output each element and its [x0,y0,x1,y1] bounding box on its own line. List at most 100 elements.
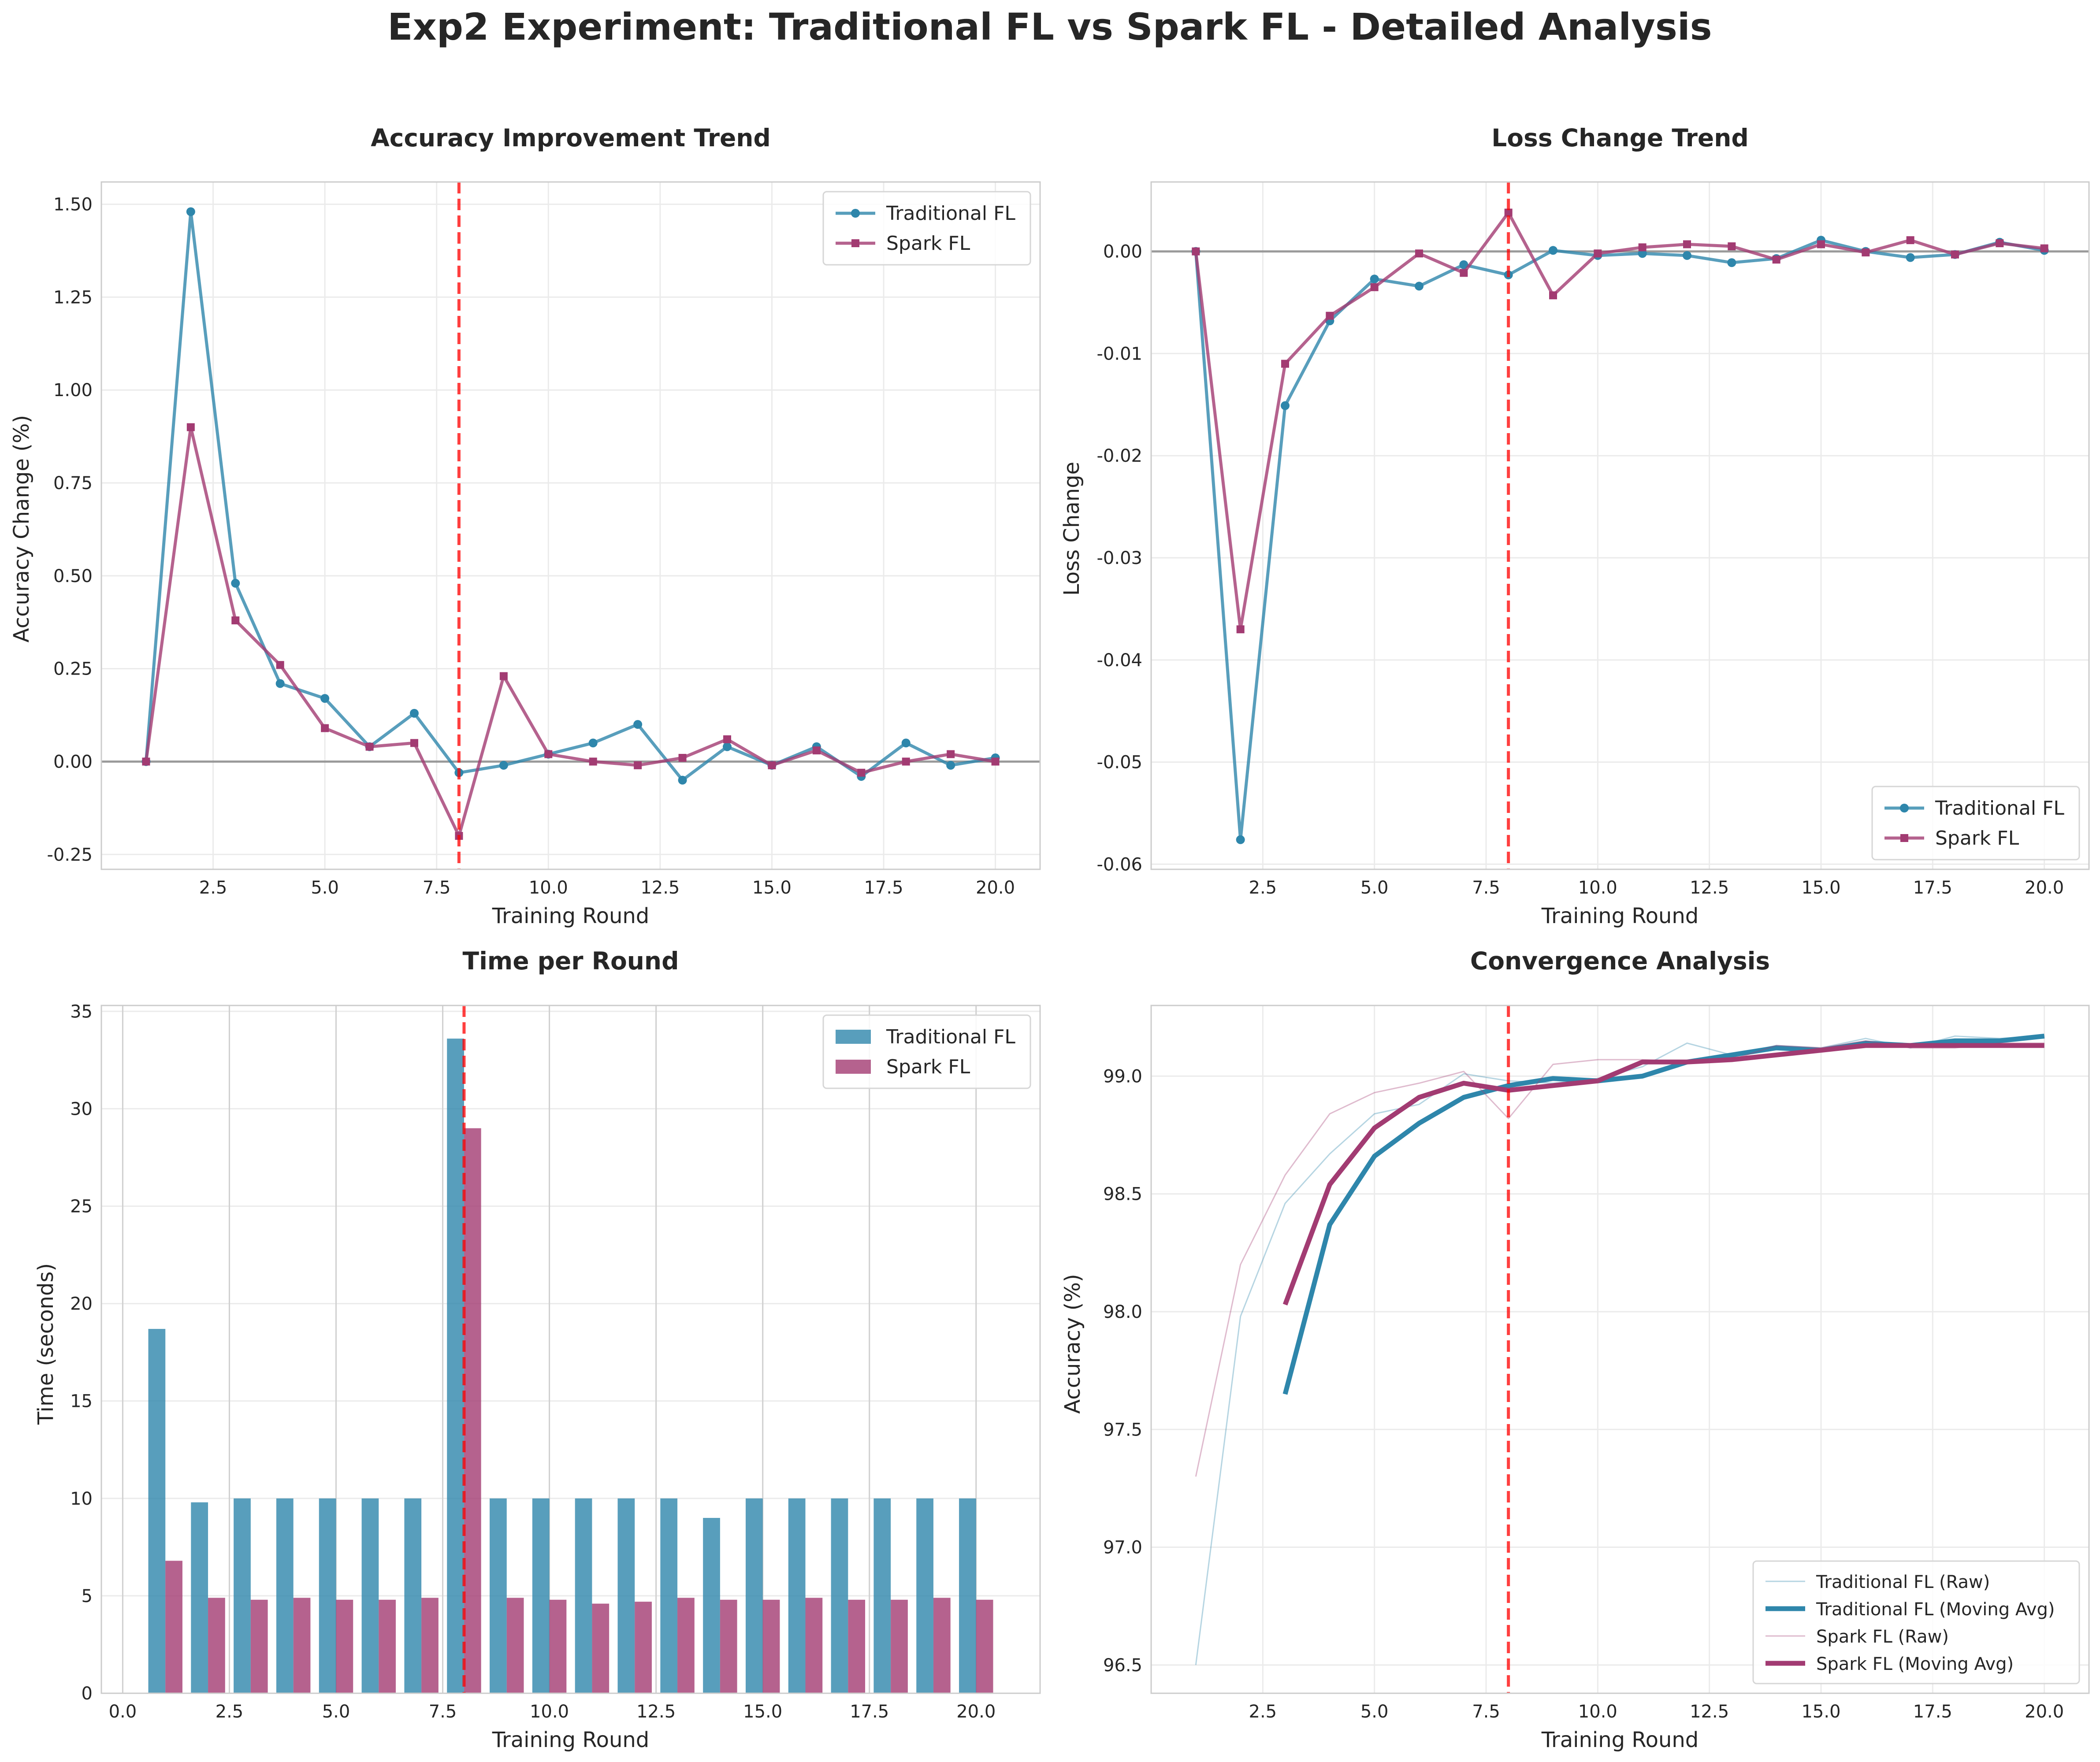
accuracy-improvement-point-traditional-fl-round-12 [633,720,643,729]
convergence-analysis-legend-label-traditional-fl-moving-avg: Traditional FL (Moving Avg) [1816,1599,2055,1620]
time-per-round-bar-traditional-fl-round-12 [617,1498,635,1693]
time-per-round-ytick-label: 25 [70,1196,93,1217]
accuracy-improvement-point-traditional-fl-round-7 [410,709,419,718]
accuracy-improvement-point-spark-fl-round-10 [544,750,553,758]
accuracy-improvement-point-spark-fl-round-7 [410,739,418,747]
accuracy-improvement-point-traditional-fl-round-2 [186,207,195,216]
time-per-round-xtick-label: 12.5 [636,1702,676,1722]
loss-change-title: Loss Change Trend [1491,124,1749,152]
loss-change-legend-marker-traditional-fl [1900,804,1909,812]
convergence-analysis-xtick-label: 15.0 [1801,1702,1840,1722]
time-per-round-bar-traditional-fl-round-15 [745,1498,763,1693]
convergence-analysis-panel: Convergence Analysis Training Round Accu… [1060,947,2090,1752]
time-per-round-bar-spark-fl-round-8 [464,1128,481,1693]
time-per-round-bar-traditional-fl-round-20 [959,1498,976,1693]
loss-change-xtick-label: 10.0 [1578,878,1617,898]
accuracy-improvement-point-spark-fl-round-3 [231,616,240,625]
accuracy-improvement-point-traditional-fl-round-4 [275,679,285,688]
accuracy-improvement-ytick-label: 0.25 [53,659,93,679]
accuracy-improvement-xtick-label: 20.0 [976,878,1015,898]
time-per-round-bar-spark-fl-round-4 [293,1598,311,1693]
loss-change-point-spark-fl-round-6 [1415,249,1423,258]
loss-change-ytick-label: 0.00 [1103,242,1142,262]
time-per-round-bar-traditional-fl-round-18 [873,1498,891,1693]
time-per-round-bar-traditional-fl-round-17 [831,1498,848,1693]
accuracy-improvement-point-traditional-fl-round-11 [588,738,598,748]
time-per-round-legend-label-traditional-fl: Traditional FL [886,1026,1015,1048]
convergence-analysis-line-spark-fl-moving-avg [1282,1043,2044,1306]
time-per-round-bar-traditional-fl-round-11 [575,1498,592,1693]
loss-change-point-traditional-fl-round-17 [1906,253,1915,262]
convergence-analysis-ytick-label: 99.0 [1103,1066,1142,1087]
loss-change-point-spark-fl-round-20 [2040,244,2048,252]
loss-change-point-spark-fl-round-8 [1504,208,1513,217]
loss-change-ylabel: Loss Change [1059,462,1084,596]
time-per-round-legend-box [822,1014,1031,1089]
loss-change-xtick-label: 15.0 [1801,878,1840,898]
loss-change-xtick-label: 17.5 [1913,878,1952,898]
time-per-round-bar-traditional-fl-round-13 [660,1498,678,1693]
accuracy-improvement-ytick-label: 1.00 [53,380,93,401]
loss-change-legend-label-spark-fl: Spark FL [1935,827,2019,849]
accuracy-improvement-point-spark-fl-round-11 [589,757,597,766]
convergence-analysis-ytick-label: 97.0 [1103,1538,1142,1558]
accuracy-improvement-title: Accuracy Improvement Trend [371,124,771,152]
accuracy-improvement-ytick-label: 1.25 [53,287,93,308]
loss-change-point-spark-fl-round-18 [1951,250,1959,259]
loss-change-point-traditional-fl-round-5 [1370,275,1379,284]
convergence-analysis-xlabel: Training Round [1541,1728,1699,1752]
loss-change-frame [1150,181,2090,870]
accuracy-improvement-point-spark-fl-round-15 [768,761,776,769]
time-per-round-bar-spark-fl-round-10 [549,1599,567,1693]
time-per-round-panel: Time per Round Training Round Time (seco… [33,947,1041,1752]
loss-change-point-traditional-fl-round-13 [1727,258,1736,267]
time-per-round-bar-spark-fl-round-5 [336,1599,353,1693]
convergence-analysis-legend-label-spark-fl-raw: Spark FL (Raw) [1816,1627,1949,1647]
loss-change-ytick-label: -0.05 [1097,753,1143,773]
loss-change-point-spark-fl-round-5 [1370,283,1379,291]
time-per-round-ytick-label: 35 [70,1002,93,1022]
time-per-round-ytick-label: 10 [70,1489,93,1509]
loss-change-point-spark-fl-round-2 [1236,625,1245,634]
loss-change-point-traditional-fl-round-2 [1236,835,1245,844]
time-per-round-bar-traditional-fl-round-6 [361,1498,379,1693]
time-per-round-bar-traditional-fl-round-16 [788,1498,806,1693]
accuracy-improvement-legend-label-spark-fl: Spark FL [886,232,970,255]
time-per-round-bar-traditional-fl-round-10 [532,1498,550,1693]
time-per-round-ytick-label: 20 [70,1294,93,1314]
accuracy-improvement-legend-box [822,191,1031,266]
convergence-analysis-xtick-label: 2.5 [1249,1702,1277,1722]
time-per-round-legend-swatch-traditional-fl [836,1030,871,1044]
loss-change-point-spark-fl-round-16 [1862,248,1870,256]
accuracy-improvement-ytick-label: 0.00 [53,752,93,772]
loss-change-point-spark-fl-round-15 [1817,240,1825,249]
convergence-analysis-legend-label-traditional-fl-raw: Traditional FL (Raw) [1816,1572,1990,1592]
time-per-round-bar-traditional-fl-round-2 [191,1502,208,1693]
time-per-round-ytick-label: 0 [82,1684,93,1704]
loss-change-xlabel: Training Round [1541,904,1699,928]
accuracy-improvement-point-traditional-fl-round-13 [678,775,687,785]
loss-change-point-traditional-fl-round-3 [1281,401,1290,410]
loss-change-point-spark-fl-round-14 [1772,256,1780,264]
time-per-round-bar-spark-fl-round-11 [592,1603,610,1693]
accuracy-improvement-line-spark-fl [144,426,996,838]
time-per-round-bar-traditional-fl-round-14 [703,1518,720,1693]
accuracy-improvement-ylabel: Accuracy Change (%) [9,415,34,643]
time-per-round-bar-spark-fl-round-9 [506,1598,524,1693]
accuracy-improvement-point-spark-fl-round-2 [186,423,195,431]
time-per-round-bar-traditional-fl-round-4 [276,1498,294,1693]
time-per-round-bar-spark-fl-round-6 [379,1599,396,1693]
accuracy-improvement-point-spark-fl-round-6 [365,742,374,751]
time-per-round-bar-spark-fl-round-1 [165,1561,182,1693]
accuracy-improvement-point-spark-fl-round-16 [812,746,821,755]
time-per-round-bar-traditional-fl-round-5 [319,1498,336,1693]
convergence-analysis-ylabel: Accuracy (%) [1060,1274,1085,1413]
accuracy-improvement-line-traditional-fl [144,210,996,782]
convergence-analysis-legend: Traditional FL (Raw) Traditional FL (Movi… [1752,1560,2080,1684]
loss-change-panel: Loss Change Trend Training Round Loss Ch… [1059,124,2090,928]
time-per-round-xtick-label: 0.0 [109,1702,137,1722]
accuracy-improvement-point-traditional-fl-round-5 [320,694,330,703]
convergence-analysis-title: Convergence Analysis [1470,947,1770,975]
loss-change-xtick-label: 12.5 [1690,878,1729,898]
